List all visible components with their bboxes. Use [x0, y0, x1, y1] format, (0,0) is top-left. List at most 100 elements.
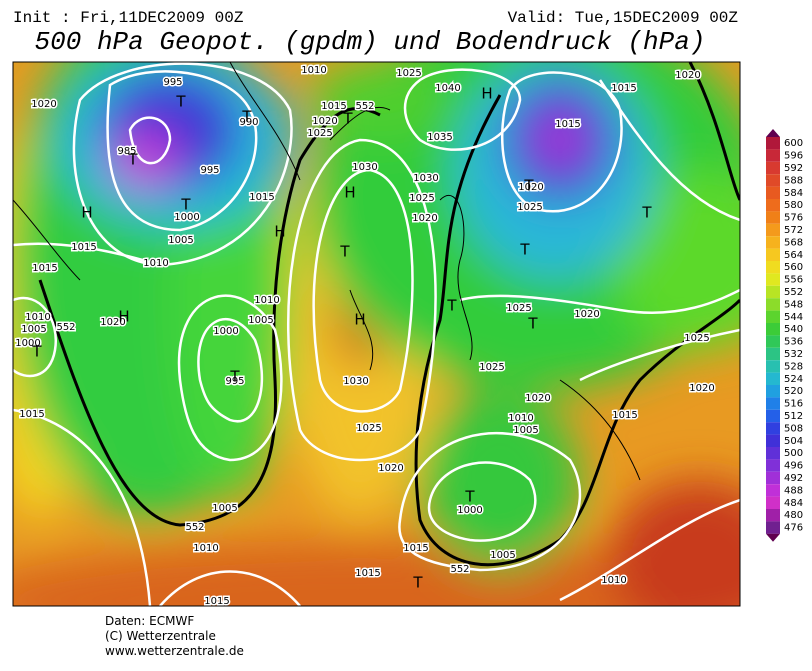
footer-line: www.wetterzentrale.de [105, 644, 244, 658]
isobar-label: 1030 [352, 162, 377, 173]
colorbar-swatch [766, 161, 780, 175]
colorbar-swatch [766, 385, 780, 398]
isobar-label: 1015 [612, 410, 637, 421]
pressure-center: T [446, 297, 457, 315]
isobar-label: 1025 [396, 68, 421, 79]
pressure-center: T [641, 204, 652, 222]
colorbar-swatch [766, 137, 780, 150]
pressure-center: T [229, 368, 240, 386]
colorbar-swatch [766, 236, 780, 249]
colorbar-label: 572 [784, 225, 803, 236]
pressure-center: T [527, 315, 538, 333]
isobar-label: 1005 [248, 315, 273, 326]
pressure-center: T [127, 151, 138, 169]
isobar-label: 1005 [490, 550, 515, 561]
colorbar-swatch [766, 471, 780, 485]
colorbar-swatch [766, 211, 780, 224]
pressure-center: T [180, 196, 191, 214]
colorbar-swatch [766, 434, 780, 447]
colorbar-label: 532 [784, 349, 803, 360]
isobar-label: 1025 [356, 423, 381, 434]
colorbar-swatch [766, 298, 780, 311]
colorbar-label: 536 [784, 337, 803, 348]
isobar-label: 1020 [518, 182, 543, 193]
pressure-center: H [274, 223, 285, 241]
isobar-label: 1020 [31, 99, 56, 110]
isobar-label: 1000 [213, 326, 238, 337]
colorbar-label: 584 [784, 188, 803, 199]
colorbar-label: 600 [784, 138, 803, 149]
pressure-center: T [31, 343, 42, 361]
isobar-label: 1040 [435, 83, 460, 94]
colorbar-label: 596 [784, 151, 803, 162]
colorbar-swatch [766, 360, 780, 373]
colorbar-swatch [766, 199, 780, 212]
isobar-label: 552 [56, 322, 75, 333]
colorbar-swatch [766, 484, 780, 497]
isobar-label: 552 [450, 564, 469, 575]
colorbar-label: 544 [784, 312, 803, 323]
isobar-label: 1015 [321, 101, 346, 112]
isobar-label: 1015 [19, 409, 44, 420]
isobar-label: 1010 [193, 543, 218, 554]
pressure-center: T [464, 488, 475, 506]
colorbar-label: 516 [784, 399, 803, 410]
colorbar-label: 568 [784, 237, 803, 248]
isobar-label: 1015 [403, 543, 428, 554]
pressure-center: H [481, 85, 492, 103]
isobar-label: 990 [239, 117, 258, 128]
isobar-label: 1015 [71, 242, 96, 253]
pressure-center: T [519, 241, 530, 259]
isobar-label: 1015 [355, 568, 380, 579]
isobar-label: 995 [163, 77, 182, 88]
colorbar-label: 556 [784, 275, 803, 286]
isobar-label: 1025 [307, 128, 332, 139]
isobar-label: 1020 [689, 383, 714, 394]
isobar-label: 1005 [21, 324, 46, 335]
colorbar-swatch [766, 409, 780, 423]
colorbar-label: 500 [784, 448, 803, 459]
colorbar-label: 520 [784, 386, 803, 397]
isobar-label: 1020 [525, 393, 550, 404]
isobar-label: 1005 [212, 503, 237, 514]
colorbar-swatch [766, 397, 780, 410]
colorbar-swatch [766, 509, 780, 522]
pressure-center: H [81, 204, 92, 222]
colorbar-swatch [766, 496, 780, 509]
isobar-label: 1010 [301, 65, 326, 76]
colorbar-swatch [766, 149, 780, 162]
isobar-label: 552 [355, 101, 374, 112]
colorbar-label: 560 [784, 262, 803, 273]
pressure-center: H [344, 184, 355, 202]
isobar-label: 1025 [506, 303, 531, 314]
pressure-center: T [339, 243, 350, 261]
pressure-center: T [342, 110, 353, 128]
isobar-label: 1000 [457, 505, 482, 516]
colorbar-label: 540 [784, 324, 803, 335]
colorbar-label: 496 [784, 461, 803, 472]
colorbar-label: 548 [784, 299, 803, 310]
colorbar-swatch [766, 422, 780, 435]
isobar-label: 1000 [15, 338, 40, 349]
isobar-label: 1030 [343, 376, 368, 387]
isobar-label: 552 [185, 522, 204, 533]
isobar-label: 1025 [684, 333, 709, 344]
pressure-center: T [412, 574, 423, 592]
isobar-label: 1020 [412, 213, 437, 224]
colorbar-label: 576 [784, 213, 803, 224]
isobar-label: 995 [225, 376, 244, 387]
pressure-center: T [241, 108, 252, 126]
colorbar-swatch [766, 310, 780, 323]
colorbar-label: 592 [784, 163, 803, 174]
map-frame [12, 61, 741, 607]
colorbar-label: 476 [784, 523, 803, 534]
colorbar-label: 512 [784, 411, 803, 422]
colorbar-label: 588 [784, 175, 803, 186]
isobar-label: 1025 [517, 202, 542, 213]
colorbar-swatch [766, 186, 780, 199]
colorbar-swatch [766, 323, 780, 336]
pressure-center: H [354, 311, 365, 329]
colorbar-swatch [766, 372, 780, 385]
